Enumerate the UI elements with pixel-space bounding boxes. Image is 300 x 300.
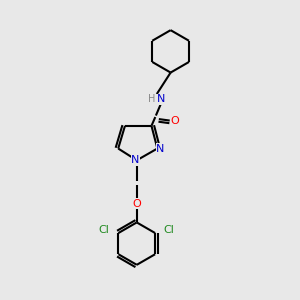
- Text: O: O: [132, 199, 141, 208]
- Text: N: N: [156, 143, 164, 154]
- Text: N: N: [157, 94, 165, 104]
- Text: N: N: [131, 155, 140, 165]
- Text: Cl: Cl: [99, 225, 110, 235]
- Text: H: H: [148, 94, 155, 104]
- Text: Cl: Cl: [164, 225, 175, 235]
- Text: O: O: [171, 116, 179, 126]
